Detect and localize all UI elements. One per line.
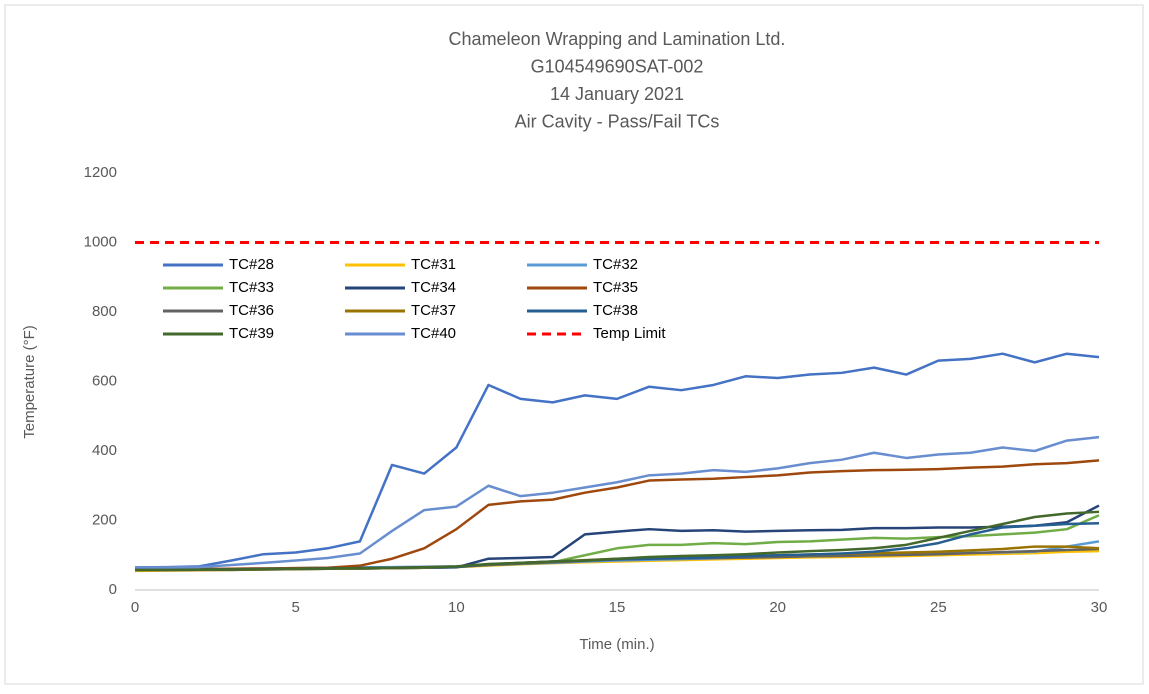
y-tick-label: 200 [92, 511, 117, 528]
legend-label: TC#37 [411, 302, 456, 319]
legend-label: TC#33 [229, 279, 274, 296]
x-tick-label: 5 [291, 599, 299, 616]
x-tick-label: 25 [930, 599, 947, 616]
y-tick-label: 600 [92, 372, 117, 389]
x-tick-label: 0 [131, 599, 139, 616]
legend-label: TC#32 [593, 256, 638, 273]
y-tick-label: 0 [109, 581, 117, 598]
x-tick-label: 15 [609, 599, 626, 616]
chart-title: Chameleon Wrapping and Lamination Ltd. [449, 29, 786, 49]
x-axis-label: Time (min.) [579, 636, 654, 653]
legend-label: TC#34 [411, 279, 456, 296]
legend-label: TC#40 [411, 325, 456, 342]
chart-title: Air Cavity - Pass/Fail TCs [515, 111, 720, 131]
legend-label: TC#28 [229, 256, 274, 273]
legend-label: TC#35 [593, 279, 638, 296]
chart-border [4, 4, 1144, 685]
y-tick-label: 1000 [84, 233, 117, 250]
y-tick-label: 1200 [84, 164, 117, 181]
series-line [135, 510, 1100, 572]
chart-title: 14 January 2021 [550, 84, 684, 104]
y-tick-label: 800 [92, 303, 117, 320]
series-line [134, 352, 1100, 569]
chart-title: G104549690SAT-002 [531, 56, 704, 76]
legend-label: Temp Limit [593, 325, 666, 342]
x-tick-label: 30 [1091, 599, 1108, 616]
y-axis-label: Temperature (°F) [21, 325, 38, 439]
legend-label: TC#39 [229, 325, 274, 342]
x-tick-label: 10 [448, 599, 465, 616]
legend-label: TC#36 [229, 302, 274, 319]
series-line [135, 435, 1100, 569]
x-tick-label: 20 [769, 599, 786, 616]
y-tick-label: 400 [92, 442, 117, 459]
legend-label: TC#38 [593, 302, 638, 319]
legend-label: TC#31 [411, 256, 456, 273]
